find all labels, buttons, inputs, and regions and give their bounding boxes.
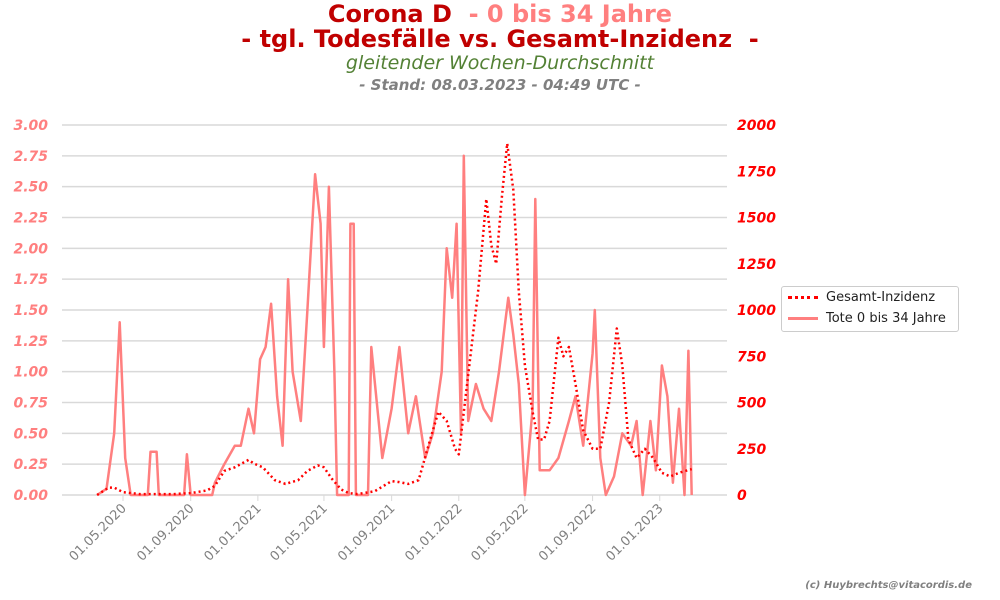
y-right-tick-label: 0 bbox=[737, 488, 747, 504]
y-left-tick-label: 2.25 bbox=[13, 211, 48, 227]
y-right-tick-label: 2000 bbox=[737, 118, 776, 134]
y-right-tick-label: 1000 bbox=[737, 303, 776, 319]
y-left-tick-label: 0.00 bbox=[13, 488, 48, 504]
x-tick-label: 01.01.2022 bbox=[402, 501, 465, 564]
legend-swatch bbox=[788, 296, 818, 299]
legend-label: Tote 0 bis 34 Jahre bbox=[826, 311, 946, 326]
y-left-tick-label: 2.00 bbox=[13, 241, 48, 257]
x-tick-label: 01.09.2021 bbox=[335, 501, 398, 564]
chart-title-line2: - tgl. Todesfälle vs. Gesamt-Inzidenz - bbox=[241, 25, 759, 53]
legend-item-deaths: Tote 0 bis 34 Jahre bbox=[788, 311, 946, 326]
y-left-tick-label: 2.50 bbox=[13, 180, 48, 196]
y-right-tick-label: 750 bbox=[737, 349, 766, 365]
y-left-tick-label: 0.75 bbox=[13, 396, 48, 412]
title-main: Corona D bbox=[327, 0, 461, 28]
y-left-tick-label: 2.75 bbox=[13, 149, 48, 165]
y-left-tick-label: 1.50 bbox=[13, 303, 48, 319]
y-left-tick-label: 1.75 bbox=[13, 272, 48, 288]
x-tick-label: 01.01.2023 bbox=[603, 501, 666, 564]
y-right-tick-label: 1750 bbox=[737, 164, 776, 180]
y-left-tick-label: 1.00 bbox=[13, 365, 48, 381]
x-tick-label: 01.01.2021 bbox=[201, 501, 264, 564]
x-tick-label: 01.05.2020 bbox=[67, 501, 130, 564]
chart-stand: - Stand: 08.03.2023 - 04:49 UTC - bbox=[359, 76, 641, 94]
legend-item-incidence: Gesamt-Inzidenz bbox=[788, 290, 935, 305]
x-tick-label: 01.05.2021 bbox=[268, 501, 331, 564]
legend-swatch bbox=[788, 317, 818, 320]
deaths-series-line bbox=[96, 154, 693, 497]
legend-label: Gesamt-Inzidenz bbox=[826, 290, 936, 305]
x-tick-label: 01.05.2022 bbox=[468, 501, 531, 564]
copyright: (c) Huybrechts@vitacordis.de bbox=[805, 580, 972, 591]
y-left-tick-label: 1.25 bbox=[13, 334, 48, 350]
y-right-tick-label: 1500 bbox=[737, 211, 776, 227]
y-left-tick-label: 0.50 bbox=[13, 426, 48, 442]
y-right-tick-label: 500 bbox=[737, 396, 766, 412]
y-left-tick-label: 3.00 bbox=[13, 118, 48, 134]
chart-subtitle: gleitender Wochen-Durchschnitt bbox=[345, 52, 655, 74]
x-tick-label: 01.09.2020 bbox=[134, 501, 197, 564]
y-left-tick-label: 0.25 bbox=[13, 457, 48, 473]
y-right-tick-label: 1250 bbox=[737, 257, 776, 273]
incidence-series-line bbox=[96, 142, 693, 497]
chart-title-line1: Corona D - 0 bis 34 Jahre bbox=[0, 0, 1000, 28]
legend: Gesamt-Inzidenz Tote 0 bis 34 Jahre bbox=[781, 286, 959, 332]
title-age-group: - 0 bis 34 Jahre bbox=[460, 0, 673, 28]
y-right-tick-label: 250 bbox=[737, 442, 766, 458]
x-tick-label: 01.09.2022 bbox=[536, 501, 599, 564]
